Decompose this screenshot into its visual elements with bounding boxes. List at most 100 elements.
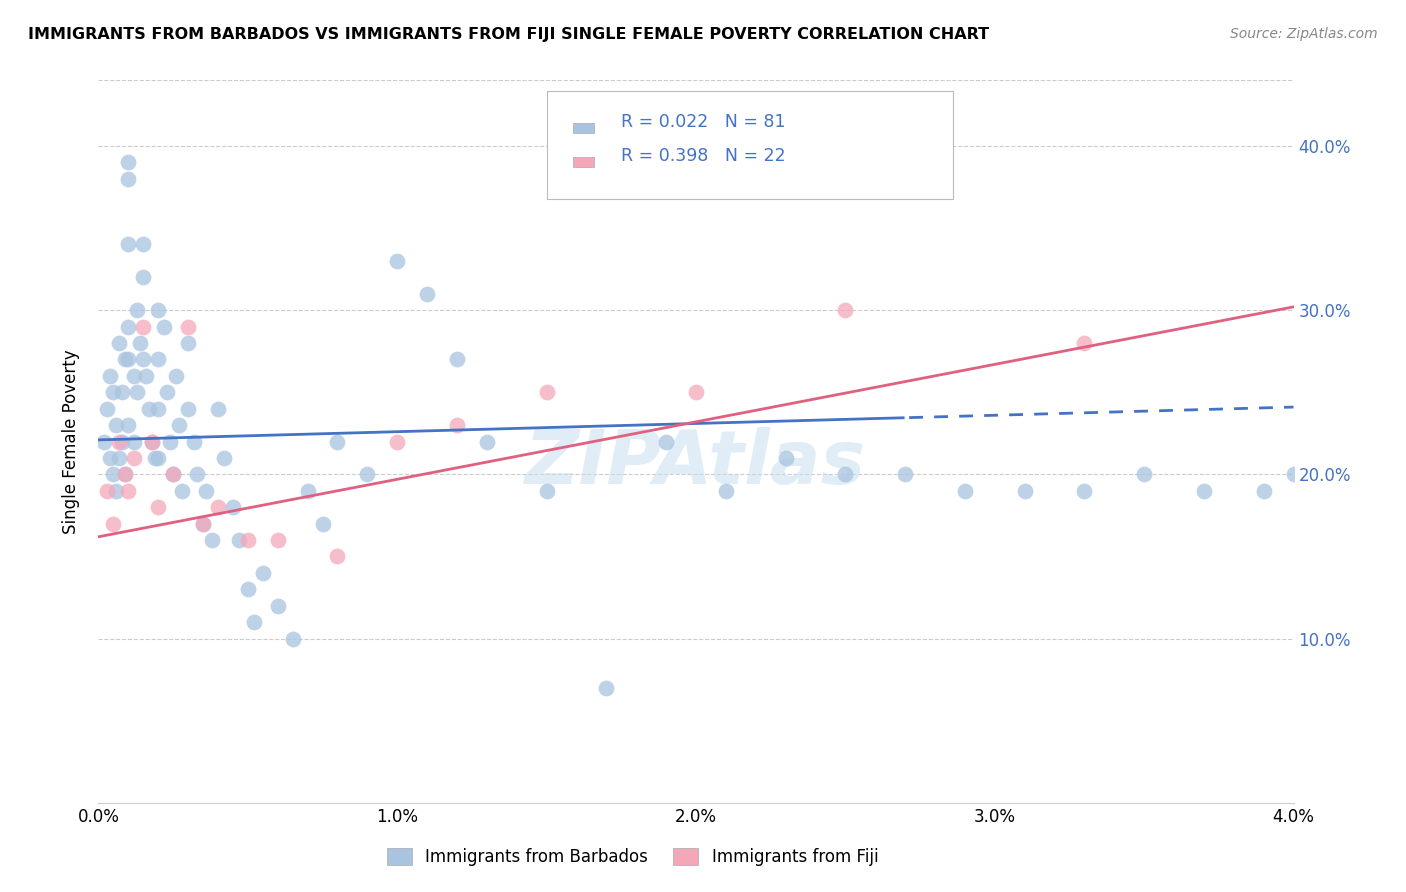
Point <box>124 450 146 465</box>
Point <box>222 500 245 515</box>
Point <box>114 352 136 367</box>
Point <box>143 450 166 465</box>
Point <box>207 500 229 515</box>
Point <box>148 401 170 416</box>
Text: R = 0.398   N = 22: R = 0.398 N = 22 <box>620 147 786 165</box>
Point <box>111 385 134 400</box>
Point <box>117 319 139 334</box>
Point <box>186 467 208 482</box>
Point <box>103 385 125 400</box>
Point <box>195 483 218 498</box>
FancyBboxPatch shape <box>572 123 593 133</box>
Point <box>212 450 235 465</box>
Point <box>117 352 139 367</box>
Point <box>124 368 146 383</box>
Text: ZIPAtlas: ZIPAtlas <box>526 426 866 500</box>
Point <box>1073 483 1095 498</box>
Point <box>127 303 149 318</box>
Point <box>117 155 139 169</box>
Point <box>385 253 409 268</box>
Point <box>108 450 131 465</box>
Point <box>183 434 205 449</box>
Point <box>446 352 468 367</box>
Point <box>129 336 152 351</box>
Point <box>536 483 558 498</box>
Point <box>243 615 266 630</box>
Point <box>117 171 139 186</box>
Point <box>446 418 468 433</box>
Point <box>117 237 139 252</box>
Point <box>141 434 163 449</box>
Point <box>124 434 146 449</box>
FancyBboxPatch shape <box>547 91 953 200</box>
Point <box>685 385 707 400</box>
Point <box>1133 467 1156 482</box>
Point <box>96 401 118 416</box>
Point <box>117 418 139 433</box>
Point <box>281 632 304 646</box>
Point <box>475 434 498 449</box>
Point <box>114 467 136 482</box>
Point <box>297 483 319 498</box>
Point <box>1253 483 1275 498</box>
Point <box>834 303 856 318</box>
Point <box>138 401 160 416</box>
Point <box>96 483 118 498</box>
Point <box>191 516 214 531</box>
Point <box>167 418 190 433</box>
Point <box>595 681 617 695</box>
Point <box>165 368 187 383</box>
Point <box>103 516 125 531</box>
Point <box>162 467 184 482</box>
Point <box>172 483 194 498</box>
Point <box>98 368 122 383</box>
Point <box>132 352 155 367</box>
Point <box>894 467 917 482</box>
Text: R = 0.022   N = 81: R = 0.022 N = 81 <box>620 113 785 131</box>
Point <box>105 483 128 498</box>
Point <box>132 319 155 334</box>
Point <box>132 237 155 252</box>
Point <box>416 286 439 301</box>
Point <box>311 516 333 531</box>
Point <box>228 533 250 547</box>
Point <box>93 434 115 449</box>
Point <box>141 434 163 449</box>
Point <box>111 434 134 449</box>
Point <box>177 319 200 334</box>
Point <box>201 533 224 547</box>
Point <box>148 352 170 367</box>
Point <box>177 336 200 351</box>
Text: Source: ZipAtlas.com: Source: ZipAtlas.com <box>1230 27 1378 41</box>
Point <box>267 599 290 613</box>
Point <box>132 270 155 285</box>
Point <box>834 467 856 482</box>
FancyBboxPatch shape <box>572 157 593 167</box>
Point <box>536 385 558 400</box>
Text: IMMIGRANTS FROM BARBADOS VS IMMIGRANTS FROM FIJI SINGLE FEMALE POVERTY CORRELATI: IMMIGRANTS FROM BARBADOS VS IMMIGRANTS F… <box>28 27 990 42</box>
Point <box>1192 483 1215 498</box>
Point <box>953 483 976 498</box>
Point <box>108 434 131 449</box>
Point <box>1282 467 1305 482</box>
Point <box>236 582 259 597</box>
Point <box>117 483 139 498</box>
Point <box>267 533 290 547</box>
Point <box>714 483 737 498</box>
Point <box>326 549 349 564</box>
Point <box>385 434 409 449</box>
Point <box>148 450 170 465</box>
Point <box>105 418 128 433</box>
Y-axis label: Single Female Poverty: Single Female Poverty <box>62 350 80 533</box>
Point <box>156 385 179 400</box>
Point <box>159 434 181 449</box>
Point <box>148 303 170 318</box>
Point <box>356 467 378 482</box>
Point <box>108 336 131 351</box>
Point <box>207 401 229 416</box>
Point <box>148 500 170 515</box>
Point <box>153 319 176 334</box>
Point <box>103 467 125 482</box>
Point <box>98 450 122 465</box>
Point <box>127 385 149 400</box>
